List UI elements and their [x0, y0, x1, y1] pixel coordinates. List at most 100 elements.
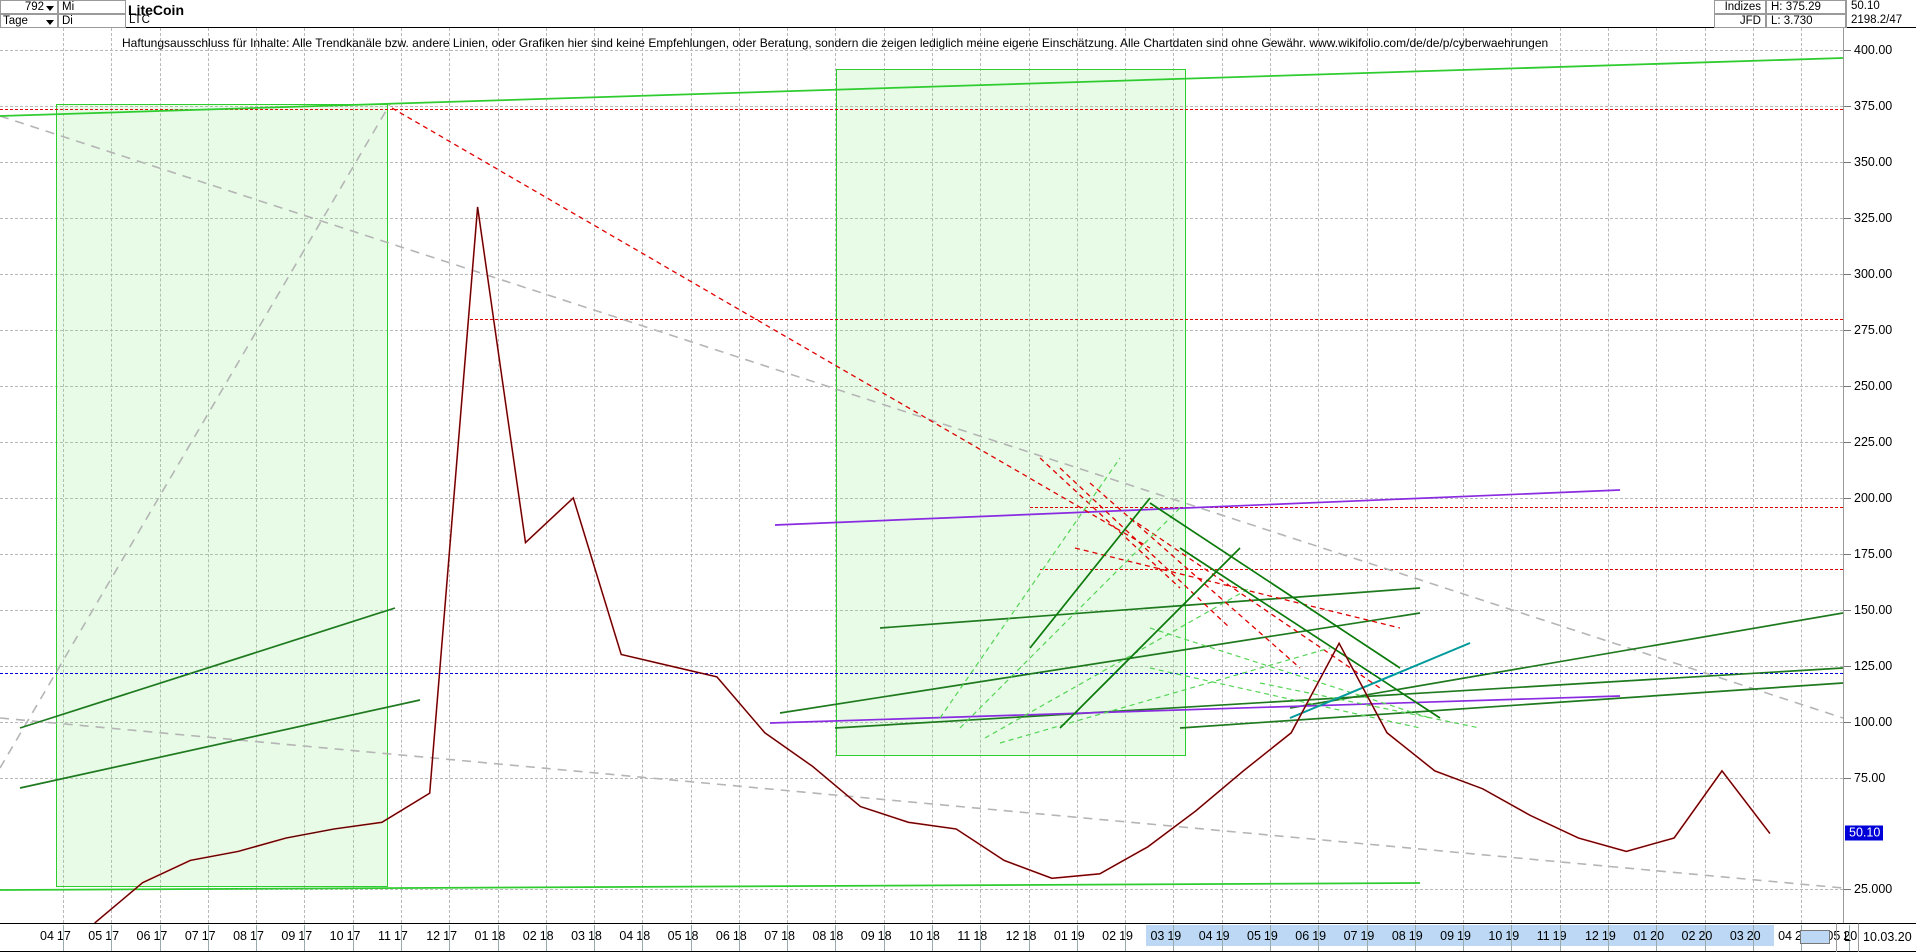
date-axis-label: 03 18 — [571, 929, 602, 943]
gridline-horizontal — [0, 330, 1843, 332]
date-axis-separator — [1173, 925, 1175, 951]
index-group-label[interactable]: Indizes — [1714, 0, 1766, 14]
gridline-horizontal — [0, 497, 1843, 499]
date-axis-separator — [594, 925, 596, 951]
price-axis-label: 375.00 — [1854, 99, 1893, 114]
date-axis-separator — [1270, 925, 1272, 951]
price-axis[interactable]: 400.00 375.00 350.00 325.00 300.00 275.00 250.… — [1843, 28, 1916, 923]
date-axis-separator — [1559, 925, 1561, 951]
gridline-vertical — [1704, 28, 1706, 923]
gridline-vertical — [207, 28, 209, 923]
status-flag: L — [1836, 923, 1858, 952]
symbol-label: LTC — [129, 14, 150, 26]
date-axis-label: 12 19 — [1584, 929, 1616, 943]
gridline-horizontal — [0, 553, 1843, 555]
date-axis-separator — [449, 925, 451, 951]
gridline-horizontal — [0, 777, 1843, 779]
green-trend-upper-2017 — [19, 607, 396, 729]
price-axis-tick — [1844, 777, 1851, 779]
date-axis-label: 04 19 — [1198, 929, 1230, 943]
accumulation-zone-2017 — [56, 104, 388, 887]
green-trend-base — [1179, 682, 1843, 729]
date-axis-separator — [1366, 925, 1368, 951]
price-axis-label: 25.000 — [1854, 882, 1893, 897]
chart-canvas[interactable] — [0, 28, 1843, 923]
gridline-vertical — [1463, 28, 1465, 923]
green-fan-1 — [939, 457, 1121, 719]
price-axis-tick — [1844, 665, 1851, 667]
resistance-375 — [0, 109, 1843, 110]
price-axis-label: 400.00 — [1854, 43, 1893, 58]
date-axis-separator — [1318, 925, 1320, 951]
gridline-vertical — [304, 28, 306, 923]
last-price: 50.10 — [1846, 0, 1916, 14]
date-axis-separator — [932, 925, 934, 951]
date-axis-label: 04 17 — [40, 929, 71, 943]
price-axis-label: 150.00 — [1854, 602, 1893, 617]
date-axis-label: 01 19 — [1053, 929, 1085, 943]
gridline-vertical — [111, 28, 113, 923]
price-axis-tick — [1844, 889, 1851, 891]
gridline-vertical — [738, 28, 740, 923]
date-to[interactable]: Di 10.03.2020 — [58, 14, 126, 40]
date-axis-separator — [1511, 925, 1513, 951]
price-axis-tick — [1844, 330, 1851, 332]
date-axis-separator — [1028, 925, 1030, 951]
green-fan-2 — [959, 507, 1181, 729]
gridline-horizontal — [0, 106, 1843, 108]
green-trend-lower-2017 — [19, 699, 421, 789]
date-axis-label: 05 17 — [88, 929, 120, 943]
price-axis-tick — [1844, 609, 1851, 611]
gridline-vertical — [545, 28, 547, 923]
date-axis-separator — [1125, 925, 1127, 951]
price-axis-label: 275.00 — [1854, 323, 1893, 338]
date-axis-separator — [159, 925, 161, 951]
date-axis-separator — [690, 925, 692, 951]
gridline-vertical — [1559, 28, 1561, 923]
gridline-vertical — [1270, 28, 1272, 923]
price-axis-label: 200.00 — [1854, 490, 1893, 505]
green-trend-recovery — [1289, 612, 1843, 709]
gridline-vertical — [932, 28, 934, 923]
gridline-vertical — [835, 28, 837, 923]
price-series-shadow — [94, 206, 1771, 923]
violet-resistance — [774, 489, 1621, 526]
gridline-vertical — [690, 28, 692, 923]
date-axis-separator — [1463, 925, 1465, 951]
date-axis-label: 07 18 — [764, 929, 796, 943]
date-axis-separator — [400, 925, 402, 951]
gridline-vertical — [642, 28, 644, 923]
date-axis-separator — [1704, 925, 1706, 951]
price-axis-label: 75.00 — [1854, 770, 1886, 785]
date-axis-label: 11 19 — [1536, 929, 1567, 943]
gridline-horizontal — [0, 889, 1843, 891]
date-axis-separator — [1076, 925, 1078, 951]
green-fan-3 — [984, 587, 1251, 739]
legend-color-swatch — [1800, 930, 1830, 944]
resistance-105 — [1040, 569, 1843, 570]
gridline-vertical — [980, 28, 982, 923]
date-axis-separator — [642, 925, 644, 951]
date-from[interactable]: Mi 15.02.2017 — [58, 0, 126, 26]
date-axis[interactable]: 04 17 05 17 06 17 07 17 08 17 09 17 10 17 11 17 12 17 01 18… — [0, 923, 1916, 952]
gridline-horizontal — [0, 162, 1843, 164]
date-axis-label: 08 19 — [1391, 929, 1423, 943]
broker-label[interactable]: JFD — [1714, 14, 1766, 28]
interval-dropdown[interactable]: Tage — [0, 14, 58, 28]
date-axis-label: 12 18 — [1005, 929, 1037, 943]
last-price-line — [0, 673, 1843, 674]
gridline-vertical — [1752, 28, 1754, 923]
date-axis-separator — [1607, 925, 1609, 951]
interval-value: Tage — [3, 15, 28, 27]
price-axis-label: 250.00 — [1854, 379, 1893, 393]
date-axis-label: 05 19 — [1247, 929, 1278, 943]
gridline-vertical — [1125, 28, 1127, 923]
date-axis-label: 07 19 — [1343, 929, 1375, 943]
steep-green-down-2 — [1179, 547, 1441, 719]
date-axis-separator — [1414, 925, 1416, 951]
bar-count-dropdown[interactable]: 792 — [0, 0, 58, 14]
red-fan-5 — [1074, 547, 1401, 629]
price-axis-tick — [1844, 274, 1851, 276]
date-axis-label: 10 19 — [1488, 929, 1520, 943]
top-toolbar: 792 Tage Mi 15.02.2017 Di 10.03.2020 LTC… — [0, 0, 1916, 40]
